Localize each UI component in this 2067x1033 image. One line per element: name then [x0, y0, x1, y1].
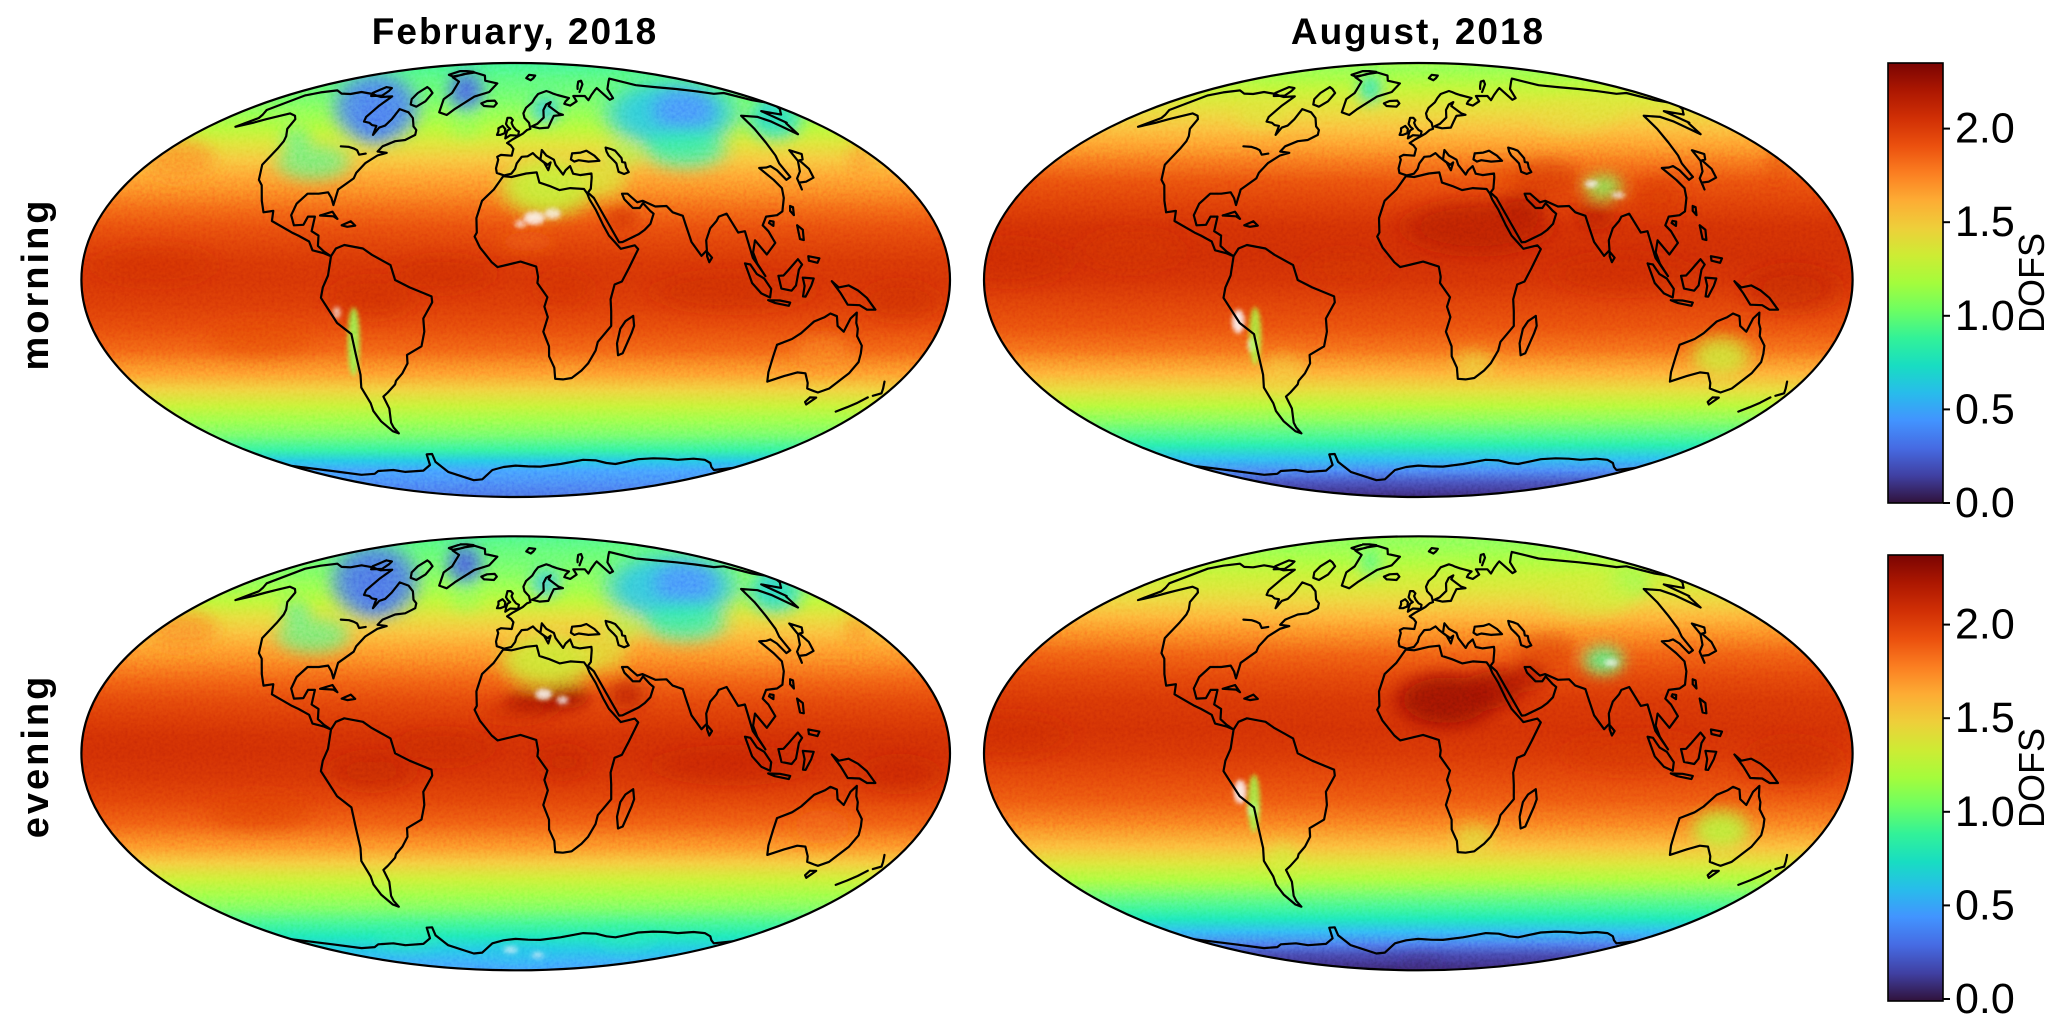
svg-text:August, 2018: August, 2018 — [1291, 11, 1545, 52]
svg-text:2.0: 2.0 — [1955, 105, 2015, 153]
svg-text:morning: morning — [15, 198, 57, 371]
svg-text:2.0: 2.0 — [1955, 601, 2015, 649]
svg-text:February, 2018: February, 2018 — [372, 11, 658, 52]
svg-text:DOFS: DOFS — [2011, 728, 2052, 828]
svg-text:DOFS: DOFS — [2011, 233, 2052, 333]
svg-text:1.0: 1.0 — [1955, 292, 2015, 340]
svg-text:1.0: 1.0 — [1955, 788, 2015, 836]
svg-text:0.5: 0.5 — [1955, 385, 2015, 433]
svg-text:0.0: 0.0 — [1955, 975, 2015, 1023]
svg-text:1.5: 1.5 — [1955, 198, 2015, 246]
svg-text:0.0: 0.0 — [1955, 479, 2015, 527]
svg-text:1.5: 1.5 — [1955, 694, 2015, 742]
svg-text:0.5: 0.5 — [1955, 881, 2015, 929]
svg-text:evening: evening — [15, 674, 57, 839]
